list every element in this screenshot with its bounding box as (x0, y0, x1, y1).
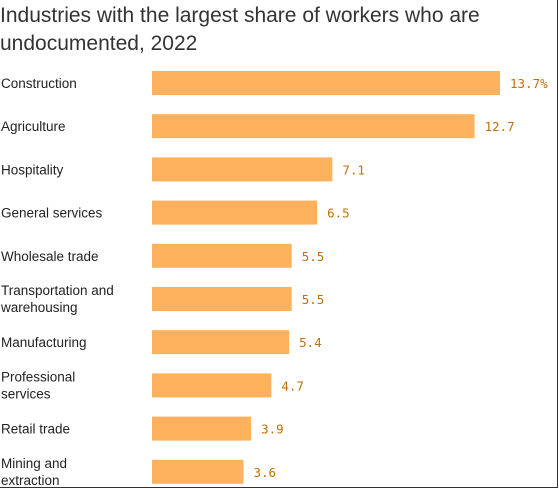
bar-professional-services (152, 373, 272, 398)
category-label-professional-services: Professional services (1, 369, 75, 401)
category-label-general-services: General services (1, 206, 103, 221)
category-label-manufacturing: Manufacturing (1, 335, 87, 350)
value-label-wholesale-trade: 5.5 (302, 249, 325, 264)
value-label-transportation-and-warehousing: 5.5 (302, 292, 325, 307)
category-label-retail-trade: Retail trade (1, 422, 70, 437)
bar-transportation-and-warehousing (152, 287, 292, 311)
value-label-construction: 13.7% (510, 76, 548, 91)
value-label-retail-trade: 3.9 (261, 422, 284, 437)
chart-title: Industries with the largest share of wor… (0, 4, 480, 55)
value-label-agriculture: 12.7 (485, 119, 515, 134)
category-label-agriculture: Agriculture (1, 119, 66, 134)
bar-construction (152, 71, 500, 95)
bar-wholesale-trade (152, 243, 292, 268)
value-label-mining-and-extraction: 3.6 (253, 465, 276, 480)
category-label-wholesale-trade: Wholesale trade (1, 249, 99, 264)
category-label-hospitality: Hospitality (1, 162, 64, 177)
bar-agriculture (152, 114, 475, 139)
value-label-general-services: 6.5 (327, 206, 350, 221)
value-label-hospitality: 7.1 (342, 162, 365, 177)
category-label-construction: Construction (1, 76, 77, 91)
value-label-professional-services: 4.7 (281, 378, 304, 393)
value-label-manufacturing: 5.4 (299, 335, 322, 350)
bar-retail-trade (152, 416, 252, 441)
bar-general-services (152, 200, 318, 225)
bar-mining-and-extraction (152, 459, 244, 484)
category-label-transportation-and-warehousing: Transportation and warehousing (0, 283, 114, 315)
bar-hospitality (152, 157, 333, 182)
bar-manufacturing (152, 330, 290, 355)
category-label-mining-and-extraction: Mining and extraction (1, 456, 67, 488)
